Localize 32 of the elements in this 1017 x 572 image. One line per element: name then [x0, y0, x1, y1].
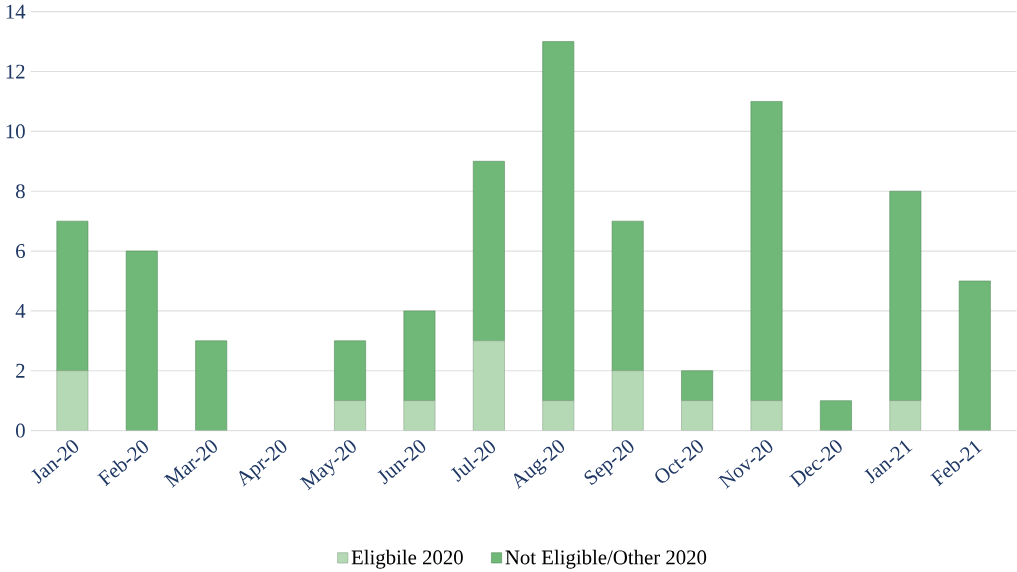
- bar: [195, 340, 228, 431]
- bar: [681, 370, 714, 401]
- y-tick-label: 4: [15, 304, 26, 318]
- bar: [889, 400, 922, 431]
- bar: [472, 160, 505, 342]
- y-tick-label: 10: [6, 124, 25, 139]
- bar: [403, 400, 436, 431]
- bar: [750, 101, 783, 401]
- y-tick-label: 2: [16, 363, 25, 378]
- bar: [403, 310, 436, 401]
- legend-label: Not Eligible/Other 2020: [505, 549, 707, 569]
- y-tick-label: 0: [16, 423, 25, 438]
- y-tick-label: 8: [16, 184, 25, 199]
- bar: [334, 400, 366, 431]
- bar: [334, 340, 366, 401]
- legend-label: Eligbile 2020: [351, 549, 463, 569]
- bar: [56, 370, 89, 431]
- bar: [472, 340, 505, 431]
- bar: [750, 400, 783, 431]
- y-tick-label: 12: [6, 64, 25, 79]
- y-tick-label: 6: [16, 244, 25, 258]
- bar: [681, 400, 714, 431]
- bar: [611, 220, 644, 371]
- bar: [542, 400, 575, 431]
- bar: [958, 280, 991, 431]
- bar: [125, 250, 158, 431]
- bar: [56, 220, 89, 371]
- bar: [820, 400, 852, 431]
- bar: [889, 190, 922, 401]
- bar: [542, 41, 575, 401]
- bar: [611, 370, 644, 431]
- y-tick-label: 14: [6, 4, 26, 19]
